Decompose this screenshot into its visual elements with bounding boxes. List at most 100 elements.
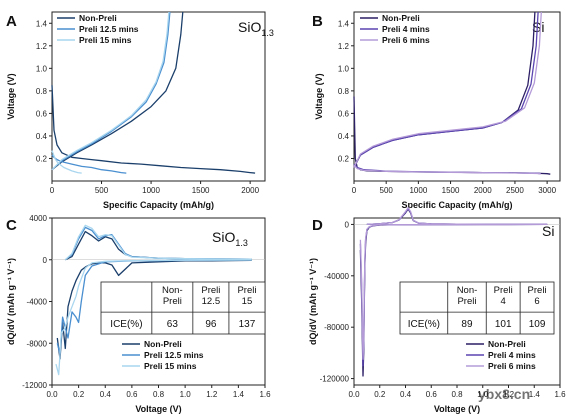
x-tick-label: 0.2 bbox=[374, 390, 386, 399]
x-axis-label: Specific Capacity (mAh/g) bbox=[103, 200, 214, 210]
y-tick-label: 0.4 bbox=[36, 132, 48, 141]
y-tick-label: -120000 bbox=[320, 375, 350, 384]
x-tick-label: 0.4 bbox=[100, 390, 112, 399]
x-tick-label: 0 bbox=[50, 186, 55, 195]
series-line bbox=[366, 207, 548, 226]
series-line bbox=[51, 11, 184, 171]
x-tick-label: 0.0 bbox=[348, 390, 360, 399]
x-tick-label: 0 bbox=[352, 186, 357, 195]
table-header-cell: Preli bbox=[201, 285, 220, 296]
material-label: SiO1.3 bbox=[212, 229, 248, 248]
x-tick-label: 1.2 bbox=[503, 390, 515, 399]
x-tick-label: 1000 bbox=[142, 186, 160, 195]
y-tick-label: 0.2 bbox=[36, 154, 48, 163]
legend-label: Non-Preli bbox=[382, 13, 420, 23]
y-axis-label: Voltage (V) bbox=[6, 73, 16, 119]
table-header-cell: Non- bbox=[457, 285, 478, 296]
y-tick-label: 0 bbox=[43, 256, 48, 265]
y-axis-label: Voltage (V) bbox=[314, 73, 324, 119]
panel-D: D 0.0 0.2 0.4 0.6 0.8 1.0 1.2 1.4 1.6 -120000 -8000… bbox=[308, 207, 566, 414]
legend-label: Preli 6 mins bbox=[382, 35, 430, 45]
table-value-cell: 89 bbox=[461, 319, 473, 330]
x-tick-label: 0.8 bbox=[451, 390, 463, 399]
series-line bbox=[55, 259, 252, 376]
legend-label: Preli 12.5 mins bbox=[79, 24, 139, 34]
y-tick-label: 1.0 bbox=[36, 64, 48, 73]
series-line bbox=[353, 96, 551, 175]
table-header-cell: 15 bbox=[242, 296, 253, 307]
legend-label: Preli 4 mins bbox=[488, 350, 536, 360]
table-header-cell: 12.5 bbox=[202, 296, 221, 307]
table-header-cell: Preli bbox=[528, 285, 547, 296]
series-line bbox=[51, 11, 170, 171]
table-frame bbox=[100, 281, 266, 335]
panel-letter: B bbox=[312, 13, 323, 30]
y-tick-label: 0.6 bbox=[338, 109, 350, 118]
table-value-cell: 96 bbox=[205, 319, 217, 330]
y-tick-label: -12000 bbox=[22, 381, 47, 390]
x-tick-label: 2000 bbox=[241, 186, 259, 195]
y-tick-label: 1.0 bbox=[338, 64, 350, 73]
x-tick-label: 0.6 bbox=[426, 390, 438, 399]
series-line bbox=[51, 85, 256, 174]
x-tick-label: 1000 bbox=[409, 186, 427, 195]
legend-label: Preli 15 mins bbox=[79, 35, 132, 45]
series-line bbox=[51, 150, 82, 174]
table-header-cell: Preli bbox=[494, 285, 513, 296]
series-line bbox=[64, 224, 252, 261]
y-axis-label: dQ/dV (mAh g⁻¹ V⁻¹) bbox=[308, 258, 318, 345]
y-tick-label: -4000 bbox=[27, 298, 48, 307]
x-tick-label: 1500 bbox=[192, 186, 210, 195]
y-tick-label: 0.4 bbox=[338, 132, 350, 141]
y-tick-label: 0.2 bbox=[338, 154, 350, 163]
table-header-cell: Preli bbox=[237, 285, 256, 296]
panel-B: B 0 500 1000 1500 2000 2500 3000 0.2 0.4 0.6 0.8 1.0… bbox=[312, 11, 561, 210]
legend-label: Preli 6 mins bbox=[488, 361, 536, 371]
material-label: SiO1.3 bbox=[238, 19, 274, 38]
y-tick-label: 4000 bbox=[29, 214, 47, 223]
table-row-label: ICE(%) bbox=[408, 319, 440, 330]
y-axis-label: dQ/dV (mAh g⁻¹ V⁻¹) bbox=[6, 258, 16, 345]
x-tick-label: 3000 bbox=[538, 186, 556, 195]
x-tick-label: 0.0 bbox=[46, 390, 58, 399]
y-tick-label: 0 bbox=[345, 220, 350, 229]
panel-letter: A bbox=[6, 13, 17, 30]
x-tick-label: 1.4 bbox=[529, 390, 541, 399]
series-line bbox=[353, 164, 541, 175]
y-tick-label: 0.8 bbox=[338, 87, 350, 96]
x-tick-label: 1.4 bbox=[233, 390, 245, 399]
legend-label: Non-Preli bbox=[488, 339, 526, 349]
x-tick-label: 1.6 bbox=[259, 390, 271, 399]
y-tick-label: 1.2 bbox=[36, 42, 48, 51]
table-header-cell: 6 bbox=[534, 296, 539, 307]
y-tick-label: 1.4 bbox=[338, 19, 350, 28]
x-tick-label: 1500 bbox=[442, 186, 460, 195]
y-tick-label: 1.4 bbox=[36, 19, 48, 28]
y-tick-label: 1.2 bbox=[338, 42, 350, 51]
table-value-cell: 101 bbox=[495, 319, 512, 330]
x-tick-label: 0.4 bbox=[400, 390, 412, 399]
x-tick-label: 1.6 bbox=[554, 390, 566, 399]
x-tick-label: 1.0 bbox=[180, 390, 192, 399]
legend-label: Preli 12.5 mins bbox=[144, 350, 204, 360]
series-line bbox=[353, 11, 542, 168]
table-header-cell: Preli bbox=[163, 296, 182, 307]
panel-C: C 0.0 0.2 0.4 0.6 0.8 1.0 1.2 1.4 1.6 -12000 -8000 -… bbox=[6, 214, 271, 414]
table-value-cell: 137 bbox=[239, 319, 256, 330]
table-row-label: ICE(%) bbox=[110, 319, 142, 330]
legend-label: Preli 4 mins bbox=[382, 24, 430, 34]
legend-label: Preli 15 mins bbox=[144, 361, 197, 371]
y-tick-label: -8000 bbox=[27, 339, 48, 348]
x-axis-label: Specific Capacity (mAh/g) bbox=[401, 200, 512, 210]
material-label: Si bbox=[542, 223, 554, 239]
x-tick-label: 0.6 bbox=[126, 390, 138, 399]
table-value-cell: 63 bbox=[167, 319, 179, 330]
x-tick-label: 0.8 bbox=[153, 390, 165, 399]
x-tick-label: 500 bbox=[95, 186, 109, 195]
